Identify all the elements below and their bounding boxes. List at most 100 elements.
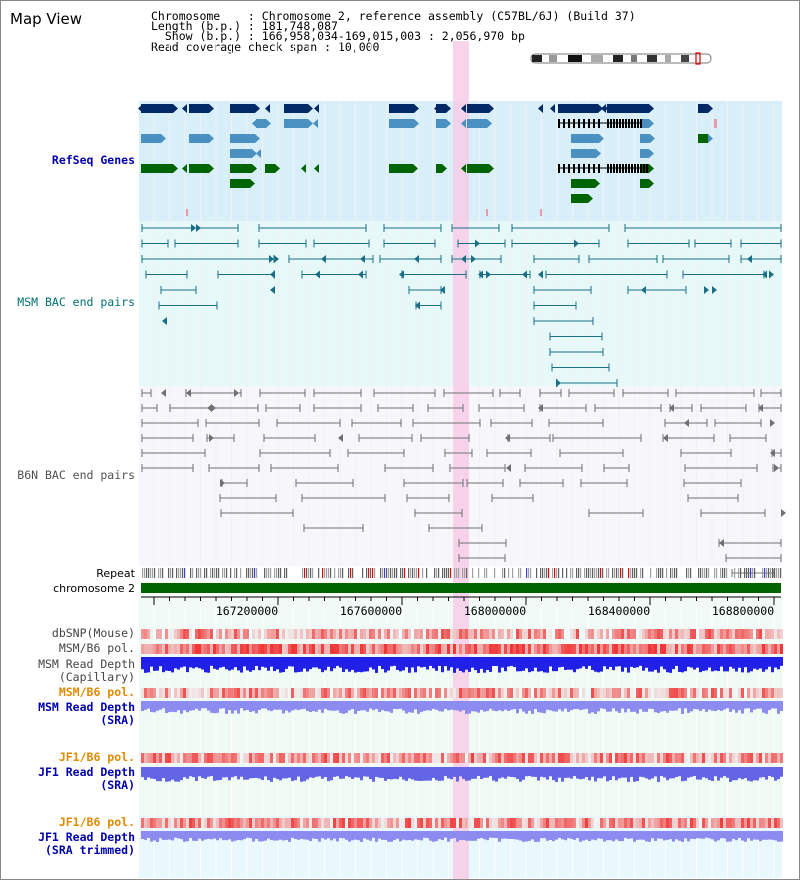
jf1-depth-sra-bar [762, 767, 765, 778]
msm-b6-pol-cell [675, 644, 678, 654]
jf1-depth-sra-bar [225, 767, 228, 778]
msm-b6-pol-cell [711, 644, 714, 654]
jf1-b6-pol-cell [492, 753, 495, 763]
msm-b6-pol-cell [633, 688, 636, 698]
jf1-depth-trim-bar [159, 831, 162, 839]
b6n-bac-track[interactable] [141, 389, 786, 592]
jf1-depth-trim-bar [225, 831, 228, 841]
msm-depth-sra-bar [222, 701, 225, 709]
jf1-b6-pol-cell [648, 753, 651, 763]
repeat-mark [674, 568, 676, 578]
gene-arrow [461, 119, 466, 128]
jf1-b6-pol-cell [711, 753, 714, 763]
jf1-depth-trim-bar [495, 831, 498, 839]
jf1-b6-pol-cell [531, 753, 534, 763]
msm-depth-cap-bar [558, 657, 561, 668]
msm-b6-pol-cell [756, 644, 759, 654]
repeat-mark [442, 568, 444, 578]
heat-tracks[interactable] [141, 629, 783, 842]
chromosome-bar [141, 583, 781, 593]
msm-b6-pol-cell [717, 688, 720, 698]
jf1-b6-pol-cell [711, 818, 714, 828]
repeat-mark [766, 568, 768, 578]
msm-b6-pol-cell [576, 644, 579, 654]
msm-depth-sra-bar [756, 701, 759, 709]
msm-b6-pol-cell [225, 644, 228, 654]
label-jf1-b6-pol-1: JF1/B6 pol. [58, 750, 135, 764]
repeat-mark [422, 568, 424, 578]
jf1-depth-sra-bar [360, 767, 363, 781]
msm-depth-cap-bar [540, 657, 543, 672]
msm-b6-pol-cell [591, 644, 594, 654]
label-b6n-bac[interactable]: B6N BAC end pairs [17, 468, 135, 482]
repeat-mark [502, 568, 504, 578]
msm-depth-cap-bar [219, 657, 222, 668]
msm-b6-pol-cell [606, 688, 609, 698]
label-msm-bac[interactable]: MSM BAC end pairs [17, 295, 135, 309]
jf1-depth-trim-bar [633, 831, 636, 842]
repeat-track[interactable] [142, 568, 782, 578]
jf1-depth-sra-bar [495, 767, 498, 782]
jf1-depth-sra-bar [627, 767, 630, 782]
msm-b6-pol-cell [351, 644, 354, 654]
jf1-depth-sra-bar [492, 767, 495, 781]
repeat-mark [520, 568, 522, 578]
msm-depth-sra-bar [723, 701, 726, 710]
refseq-genes-track[interactable] [138, 104, 717, 216]
label-refseq-genes[interactable]: RefSeq Genes [51, 153, 135, 167]
jf1-depth-sra-bar [411, 767, 414, 780]
dbsnp-cell [465, 629, 468, 639]
msm-b6-pol-cell [684, 644, 687, 654]
repeat-mark [168, 568, 170, 578]
jf1-depth-sra-bar [336, 767, 339, 777]
bac-end-arrow [781, 509, 786, 517]
jf1-depth-trim-bar [450, 831, 453, 839]
jf1-depth-trim-bar [405, 831, 408, 841]
jf1-b6-pol-cell [450, 753, 453, 763]
msm-bac-track[interactable] [141, 224, 782, 387]
msm-b6-pol-cell [354, 644, 357, 654]
jf1-b6-pol-cell [585, 818, 588, 828]
msm-b6-pol-cell [552, 688, 555, 698]
repeat-mark [666, 568, 668, 578]
jf1-depth-sra-bar [195, 767, 198, 781]
jf1-depth-trim-bar [417, 831, 420, 840]
jf1-depth-trim-bar [711, 831, 714, 840]
map-view-title: Map View [10, 10, 83, 28]
dbsnp-cell [738, 629, 741, 639]
msm-depth-cap-bar [684, 657, 687, 672]
jf1-depth-trim-bar [360, 831, 363, 842]
msm-depth-sra-bar [681, 701, 684, 714]
msm-b6-pol-cell [375, 644, 378, 654]
jf1-b6-pol-cell [747, 753, 750, 763]
jf1-b6-pol-cell [156, 818, 159, 828]
repeat-mark [306, 568, 308, 578]
jf1-depth-trim-bar [768, 831, 771, 840]
jf1-depth-trim-bar [144, 831, 147, 840]
msm-b6-pol-cell [222, 644, 225, 654]
jf1-b6-pol-cell [591, 818, 594, 828]
msm-b6-pol-cell [183, 688, 186, 698]
gene-arrow [596, 149, 601, 158]
jf1-b6-pol-cell [651, 818, 654, 828]
msm-depth-sra-bar [348, 701, 351, 711]
msm-b6-pol-cell [582, 644, 585, 654]
jf1-depth-sra-bar [531, 767, 534, 777]
msm-b6-pol-cell [543, 688, 546, 698]
jf1-b6-pol-cell [369, 818, 372, 828]
jf1-depth-trim-bar [204, 831, 207, 840]
chromosome-ideogram[interactable] [530, 52, 712, 65]
jf1-b6-pol-cell [402, 818, 405, 828]
jf1-depth-trim-bar [570, 831, 573, 839]
jf1-b6-pol-cell [540, 818, 543, 828]
jf1-depth-trim-bar [726, 831, 729, 842]
jf1-depth-trim-bar [714, 831, 717, 842]
repeat-mark [454, 568, 456, 578]
msm-depth-sra-bar [363, 701, 366, 711]
msm-depth-cap-bar [642, 657, 645, 671]
jf1-b6-pol-cell [690, 818, 693, 828]
jf1-depth-trim-bar [231, 831, 234, 842]
msm-b6-pol-cell [243, 644, 246, 654]
gene-arrow [446, 104, 451, 113]
